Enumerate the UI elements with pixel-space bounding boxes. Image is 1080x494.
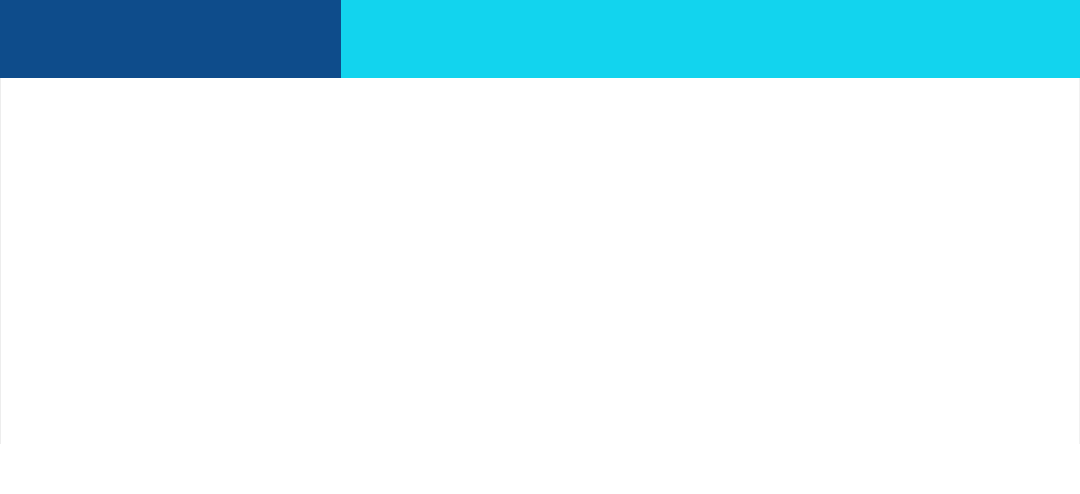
gantt-schedule <box>0 0 1080 494</box>
legend-item-application <box>973 457 1007 481</box>
table-header-row <box>0 0 1080 78</box>
event-color-swatch-icon <box>1032 457 1056 481</box>
events-month-header <box>0 0 341 78</box>
gantt-rows <box>0 78 1080 444</box>
legend <box>0 444 1080 494</box>
application-color-swatch-icon <box>973 457 997 481</box>
month-header-row <box>341 0 1080 78</box>
legend-item-event <box>1032 457 1066 481</box>
